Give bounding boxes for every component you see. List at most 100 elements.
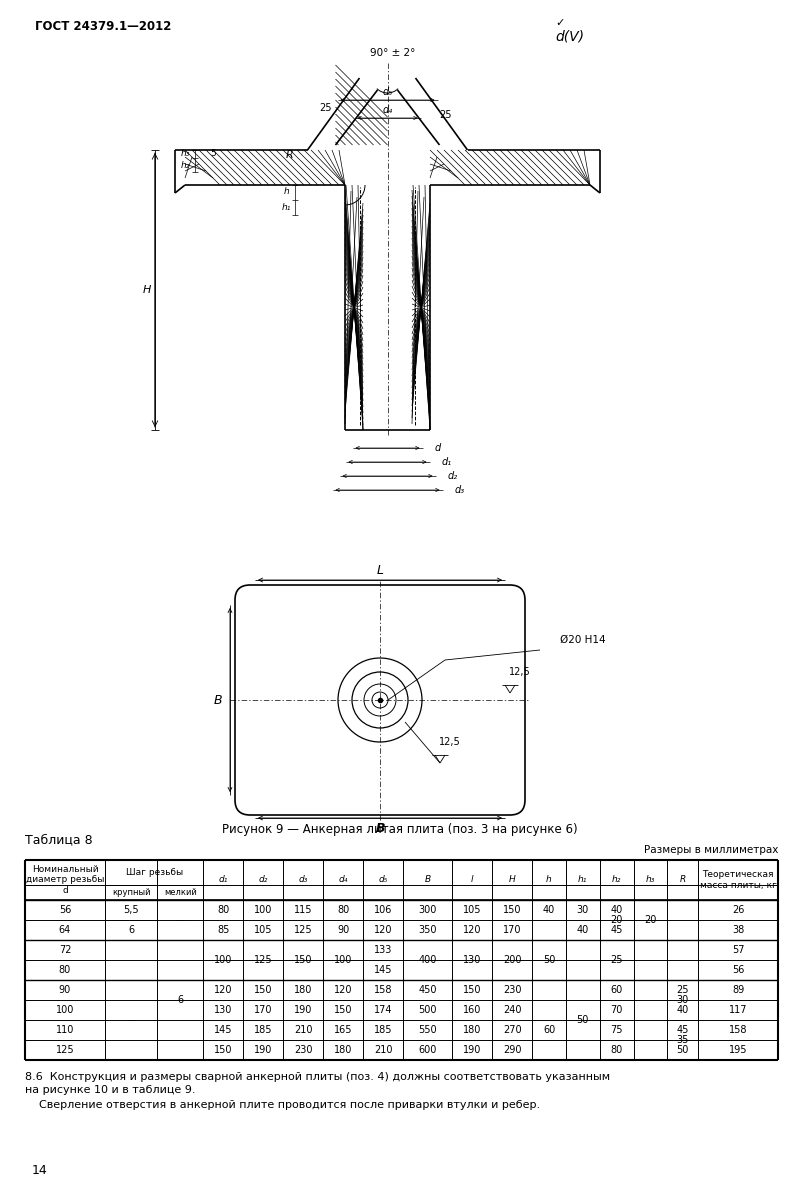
Text: 80: 80 xyxy=(217,906,230,915)
Text: 450: 450 xyxy=(418,985,437,995)
Text: Таблица 8: Таблица 8 xyxy=(25,833,93,846)
Text: 5: 5 xyxy=(210,149,216,157)
Text: 150: 150 xyxy=(334,1006,352,1015)
Text: 145: 145 xyxy=(374,965,392,975)
Text: 90: 90 xyxy=(59,985,71,995)
Text: 117: 117 xyxy=(729,1006,747,1015)
Text: 150: 150 xyxy=(214,1045,233,1056)
Text: L: L xyxy=(377,564,383,576)
Text: 170: 170 xyxy=(254,1006,273,1015)
Text: 100: 100 xyxy=(334,956,352,965)
Text: 14: 14 xyxy=(32,1164,48,1177)
Text: 38: 38 xyxy=(732,925,744,935)
Text: 190: 190 xyxy=(294,1006,312,1015)
Text: 210: 210 xyxy=(294,1025,312,1035)
Text: d₅: d₅ xyxy=(382,87,393,98)
Text: h₂: h₂ xyxy=(612,876,622,884)
Text: 185: 185 xyxy=(374,1025,392,1035)
Text: 145: 145 xyxy=(214,1025,233,1035)
Text: 64: 64 xyxy=(59,925,71,935)
Text: 174: 174 xyxy=(374,1006,392,1015)
Text: 290: 290 xyxy=(503,1045,522,1056)
Text: 240: 240 xyxy=(503,1006,522,1015)
Text: 230: 230 xyxy=(503,985,522,995)
Text: 40: 40 xyxy=(577,925,589,935)
Text: мелкий: мелкий xyxy=(164,888,197,897)
Text: Сверление отверстия в анкерной плите проводится после приварки втулки и ребер.: Сверление отверстия в анкерной плите про… xyxy=(25,1100,540,1110)
Text: —: — xyxy=(175,915,185,925)
Text: d₁: d₁ xyxy=(218,876,228,884)
Text: 50: 50 xyxy=(677,1045,689,1056)
Text: 110: 110 xyxy=(56,1025,74,1035)
Text: 56: 56 xyxy=(58,906,71,915)
Text: 115: 115 xyxy=(294,906,312,915)
Text: 180: 180 xyxy=(463,1025,482,1035)
Text: 170: 170 xyxy=(503,925,522,935)
Text: h₃: h₃ xyxy=(646,876,655,884)
Text: d₁: d₁ xyxy=(442,457,452,466)
Text: h₃: h₃ xyxy=(180,150,190,158)
Text: 50: 50 xyxy=(577,1015,589,1025)
Text: 190: 190 xyxy=(254,1045,272,1056)
Text: B: B xyxy=(425,876,430,884)
Text: d: d xyxy=(434,443,441,453)
Text: d₃: d₃ xyxy=(298,876,308,884)
Text: 230: 230 xyxy=(294,1045,312,1056)
Text: 400: 400 xyxy=(418,956,437,965)
Text: 600: 600 xyxy=(418,1045,437,1056)
Text: 57: 57 xyxy=(732,945,744,956)
Text: —: — xyxy=(126,1015,136,1025)
Text: d₂: d₂ xyxy=(258,876,268,884)
Text: Размеры в миллиметрах: Размеры в миллиметрах xyxy=(644,845,778,854)
Text: 35: 35 xyxy=(677,1035,689,1045)
Text: Рисунок 9 — Анкерная литая плита (поз. 3 на рисунке 6): Рисунок 9 — Анкерная литая плита (поз. 3… xyxy=(222,823,578,837)
Text: d(V): d(V) xyxy=(555,29,585,43)
Text: 150: 150 xyxy=(503,906,522,915)
Text: 80: 80 xyxy=(337,906,350,915)
Text: 40: 40 xyxy=(543,906,555,915)
Text: 100: 100 xyxy=(56,1006,74,1015)
Text: 130: 130 xyxy=(214,1006,233,1015)
Text: 150: 150 xyxy=(294,956,312,965)
FancyBboxPatch shape xyxy=(235,585,525,815)
Text: 105: 105 xyxy=(254,925,273,935)
Text: 160: 160 xyxy=(463,1006,482,1015)
Text: 80: 80 xyxy=(610,1045,622,1056)
Text: 180: 180 xyxy=(294,985,312,995)
Text: 150: 150 xyxy=(463,985,482,995)
Text: h: h xyxy=(546,876,552,884)
Text: 550: 550 xyxy=(418,1025,437,1035)
Text: 125: 125 xyxy=(56,1045,74,1056)
Text: 130: 130 xyxy=(463,956,482,965)
Text: 100: 100 xyxy=(254,906,272,915)
Text: 20: 20 xyxy=(644,915,657,925)
Text: 60: 60 xyxy=(543,1025,555,1035)
Text: 165: 165 xyxy=(334,1025,352,1035)
Text: 150: 150 xyxy=(254,985,273,995)
Text: d₂: d₂ xyxy=(447,471,458,481)
Text: 20: 20 xyxy=(610,915,623,925)
Text: 120: 120 xyxy=(463,925,482,935)
Text: H: H xyxy=(143,284,151,295)
Text: 85: 85 xyxy=(217,925,230,935)
Text: Ø20 H14: Ø20 H14 xyxy=(560,635,606,645)
Text: 195: 195 xyxy=(729,1045,747,1056)
Text: 5,5: 5,5 xyxy=(123,906,139,915)
Text: h₂: h₂ xyxy=(180,161,190,169)
Text: 350: 350 xyxy=(418,925,437,935)
Text: 6: 6 xyxy=(128,925,134,935)
Text: 72: 72 xyxy=(58,945,71,956)
Text: 26: 26 xyxy=(732,906,744,915)
Text: 80: 80 xyxy=(59,965,71,975)
Text: 50: 50 xyxy=(543,956,555,965)
Text: d₄: d₄ xyxy=(382,105,393,115)
Text: 125: 125 xyxy=(294,925,313,935)
Text: ✓: ✓ xyxy=(555,18,565,29)
Text: B: B xyxy=(375,821,385,834)
Text: 120: 120 xyxy=(214,985,233,995)
Text: 158: 158 xyxy=(374,985,392,995)
Text: 190: 190 xyxy=(463,1045,482,1056)
Text: 40: 40 xyxy=(610,906,622,915)
Text: 12,5: 12,5 xyxy=(439,737,461,747)
Text: 60: 60 xyxy=(610,985,622,995)
